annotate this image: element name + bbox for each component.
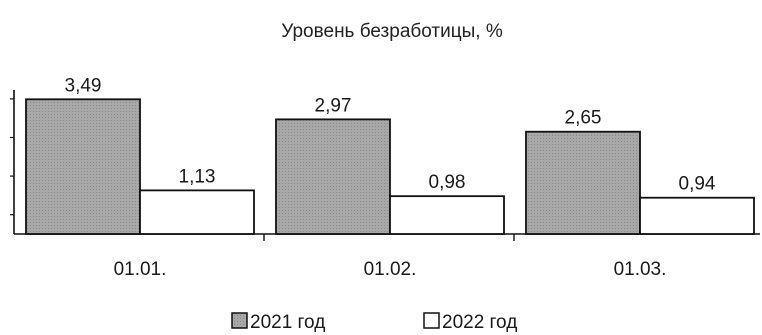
bar-series1-1 <box>25 98 141 235</box>
bar-series2-2 <box>389 195 505 235</box>
chart-title: Уровень безработицы, % <box>281 21 503 42</box>
data-label: 2,97 <box>315 95 352 116</box>
x-tick-label: 01.01. <box>114 259 167 280</box>
data-label: 3,49 <box>65 75 102 96</box>
data-label: 0,98 <box>429 172 466 193</box>
legend-label: 2022 год <box>442 312 517 333</box>
bar-series2-1 <box>139 189 255 235</box>
legend-label: 2021 год <box>250 312 325 333</box>
data-labels: 3,49 1,13 2,97 0,98 2,65 0,94 <box>65 75 716 194</box>
data-label: 0,94 <box>679 174 716 195</box>
legend-swatch <box>231 312 248 329</box>
legend-swatch <box>423 312 440 329</box>
x-tick-label: 01.03. <box>614 259 667 280</box>
bar-series1-3 <box>525 130 641 235</box>
x-tick-label: 01.02. <box>364 259 417 280</box>
bar-series2-3 <box>639 196 755 235</box>
data-label: 1,13 <box>179 166 216 187</box>
data-label: 2,65 <box>565 108 602 129</box>
x-tick-labels: 01.01. 01.02. 01.03. <box>114 259 667 280</box>
legend: 2021 год 2022 год <box>231 312 517 333</box>
bars <box>25 98 755 235</box>
bar-series1-2 <box>275 118 391 235</box>
